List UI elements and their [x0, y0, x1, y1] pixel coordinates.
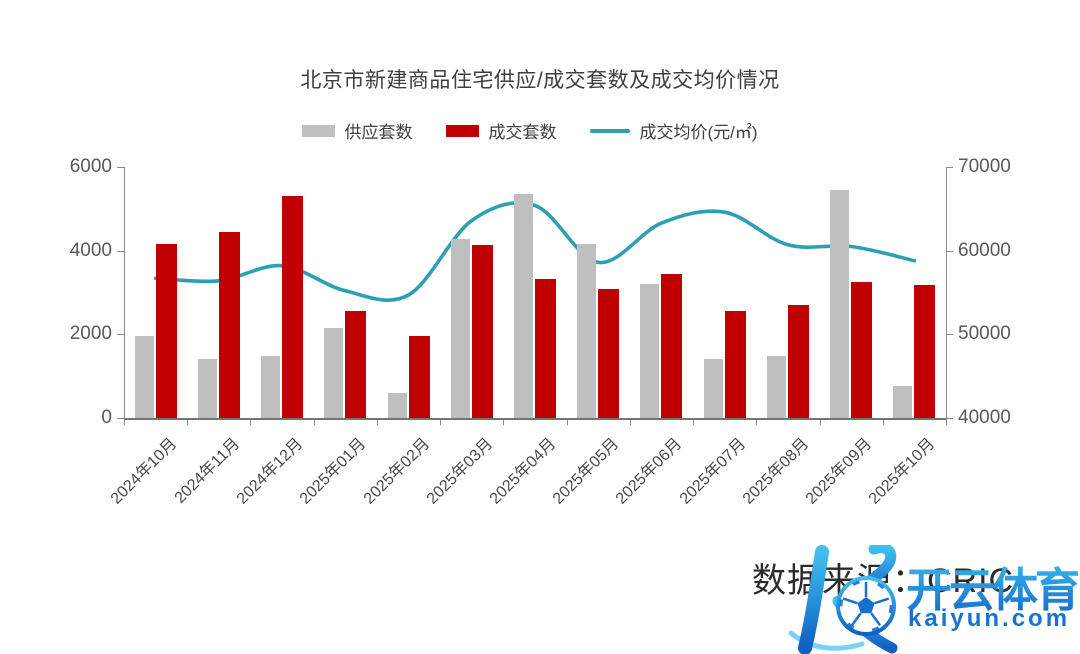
x-axis-label: 2025年06月 [613, 435, 686, 508]
deals-swatch-icon [446, 124, 480, 137]
y-axis-left-tick [117, 167, 124, 168]
deal-bar [471, 244, 493, 418]
chart-title: 北京市新建商品住宅供应/成交套数及成交均价情况 [300, 69, 780, 92]
x-axis-label: 2025年08月 [739, 435, 813, 508]
supply-bar [450, 238, 470, 418]
supply-bar [766, 356, 786, 418]
chart-legend: 供应套数 成交套数 成交均价(元/㎡) [0, 118, 1060, 143]
y-axis-right-tick [946, 250, 953, 252]
x-axis-tick [693, 420, 695, 425]
supply-bar [134, 336, 154, 418]
deal-bar [724, 311, 746, 418]
y-axis-right-tick [946, 418, 953, 419]
x-axis-tick [503, 420, 505, 425]
y-axis-right-label: 70000 [958, 156, 1011, 177]
y-axis-right-tick [946, 167, 953, 168]
deal-bar [851, 282, 873, 418]
y-axis-left-line [124, 167, 125, 420]
deal-bar [661, 274, 683, 418]
supply-bar [830, 190, 850, 418]
x-axis-label: 2024年12月 [233, 435, 307, 508]
y-axis-right-label: 50000 [958, 323, 1011, 345]
x-axis-tick [629, 420, 631, 425]
supply-bar [893, 386, 913, 418]
x-axis-tick [882, 420, 884, 425]
supply-bar [514, 194, 533, 418]
deal-bar [787, 305, 809, 418]
legend-item-deals: 成交套数 [446, 118, 556, 143]
x-axis-label: 2025年10月 [866, 435, 939, 508]
x-axis-tick [187, 420, 189, 425]
x-axis-label: 2025年04月 [486, 435, 560, 508]
supply-bar [324, 328, 344, 418]
x-axis-label: 2024年11月 [171, 435, 244, 507]
legend-label-price: 成交均价(元/㎡) [639, 123, 758, 142]
x-axis-tick [250, 420, 252, 425]
legend-item-supply: 供应套数 [302, 118, 412, 143]
x-axis-tick [376, 420, 378, 425]
data-source-text: 数据来源：CRIC [752, 562, 1015, 600]
x-axis-tick [124, 420, 125, 425]
deal-bar [282, 196, 304, 418]
watermark-domain-text: kaiyun.com [908, 605, 1071, 632]
supply-bar [197, 359, 217, 418]
y-axis-left-label: 6000 [69, 156, 112, 177]
y-axis-right-label: 60000 [958, 239, 1011, 261]
x-axis-tick [440, 420, 442, 425]
x-axis-line [124, 418, 947, 420]
deal-bar [345, 311, 367, 418]
deal-bar [535, 278, 556, 418]
y-axis-right-label: 40000 [958, 407, 1011, 428]
legend-item-price: 成交均价(元/㎡) [590, 118, 758, 143]
supply-bar [577, 244, 597, 418]
y-axis-left-tick [117, 250, 124, 252]
y-axis-left-tick [117, 334, 124, 336]
x-axis-label: 2025年09月 [802, 435, 876, 508]
x-axis-label: 2025年07月 [676, 435, 749, 508]
price-line-swatch-icon [590, 128, 631, 133]
y-axis-right-line [946, 167, 947, 420]
supply-bar [261, 356, 281, 418]
legend-label-supply: 供应套数 [344, 123, 413, 142]
y-axis-left-tick [117, 418, 124, 419]
x-axis-tick [313, 420, 315, 425]
deal-bar [218, 231, 240, 418]
x-axis-tick [756, 420, 758, 425]
deal-bar [155, 244, 177, 418]
supply-swatch-icon [302, 124, 336, 137]
x-axis-label: 2025年03月 [423, 435, 497, 508]
y-axis-left-label: 4000 [69, 239, 112, 261]
x-axis-tick [819, 420, 821, 425]
supply-bar [640, 284, 660, 418]
x-axis-label: 2024年10月 [107, 435, 180, 508]
x-axis-label: 2025年01月 [297, 435, 370, 508]
y-axis-right-tick [946, 334, 953, 336]
y-axis-left-label: 0 [101, 407, 112, 428]
x-axis-tick [946, 420, 947, 425]
x-axis-tick [566, 420, 568, 425]
x-axis-label: 2025年05月 [550, 435, 623, 508]
supply-bar [703, 359, 723, 418]
deal-bar [408, 335, 430, 418]
deal-bar [598, 289, 620, 418]
supply-bar [387, 392, 407, 418]
legend-label-deals: 成交套数 [488, 123, 557, 142]
deal-bar [914, 284, 936, 418]
y-axis-left-label: 2000 [69, 323, 112, 345]
x-axis-label: 2025年02月 [360, 435, 433, 508]
